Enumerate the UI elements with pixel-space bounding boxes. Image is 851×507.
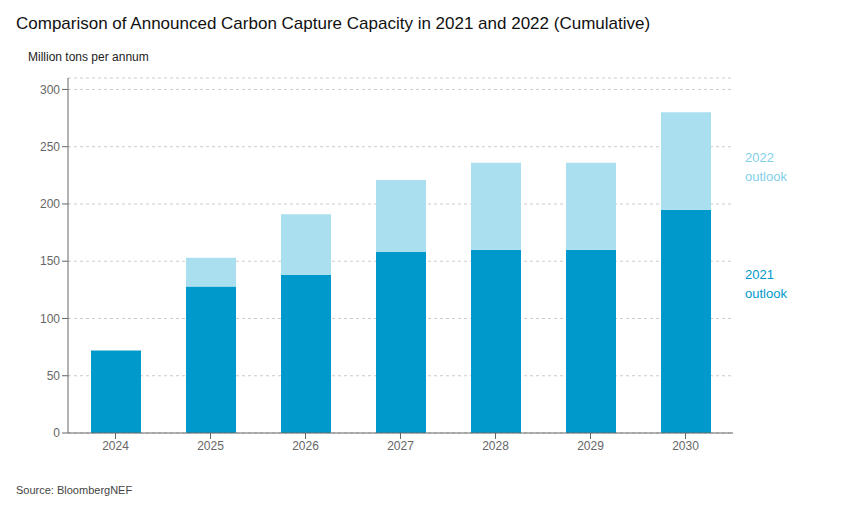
svg-text:200: 200 [40,197,60,211]
svg-text:250: 250 [40,140,60,154]
html-text:Source: BloombergNEF: Source: BloombergNEF [16,484,133,496]
html-text:2021 outlook: 2021 outlook [745,266,787,301]
svg-text:150: 150 [40,254,60,268]
svg-text:2026: 2026 [292,439,319,453]
html-text:Comparison of Announced Carbon: Comparison of Announced Carbon Capture C… [16,14,651,33]
svg-text:0: 0 [53,426,60,440]
html-text:Million tons per annum: Million tons per annum [28,50,149,64]
svg-text:2028: 2028 [482,439,509,453]
svg-text:2029: 2029 [577,439,604,453]
svg-text:300: 300 [40,83,60,97]
svg-text:50: 50 [47,369,61,383]
html-text:2022 outlook: 2022 outlook [745,149,787,184]
svg-text:2030: 2030 [672,439,699,453]
svg-text:2024: 2024 [102,439,129,453]
svg-text:2025: 2025 [197,439,224,453]
svg-text:100: 100 [40,312,60,326]
svg-text:2027: 2027 [387,439,414,453]
